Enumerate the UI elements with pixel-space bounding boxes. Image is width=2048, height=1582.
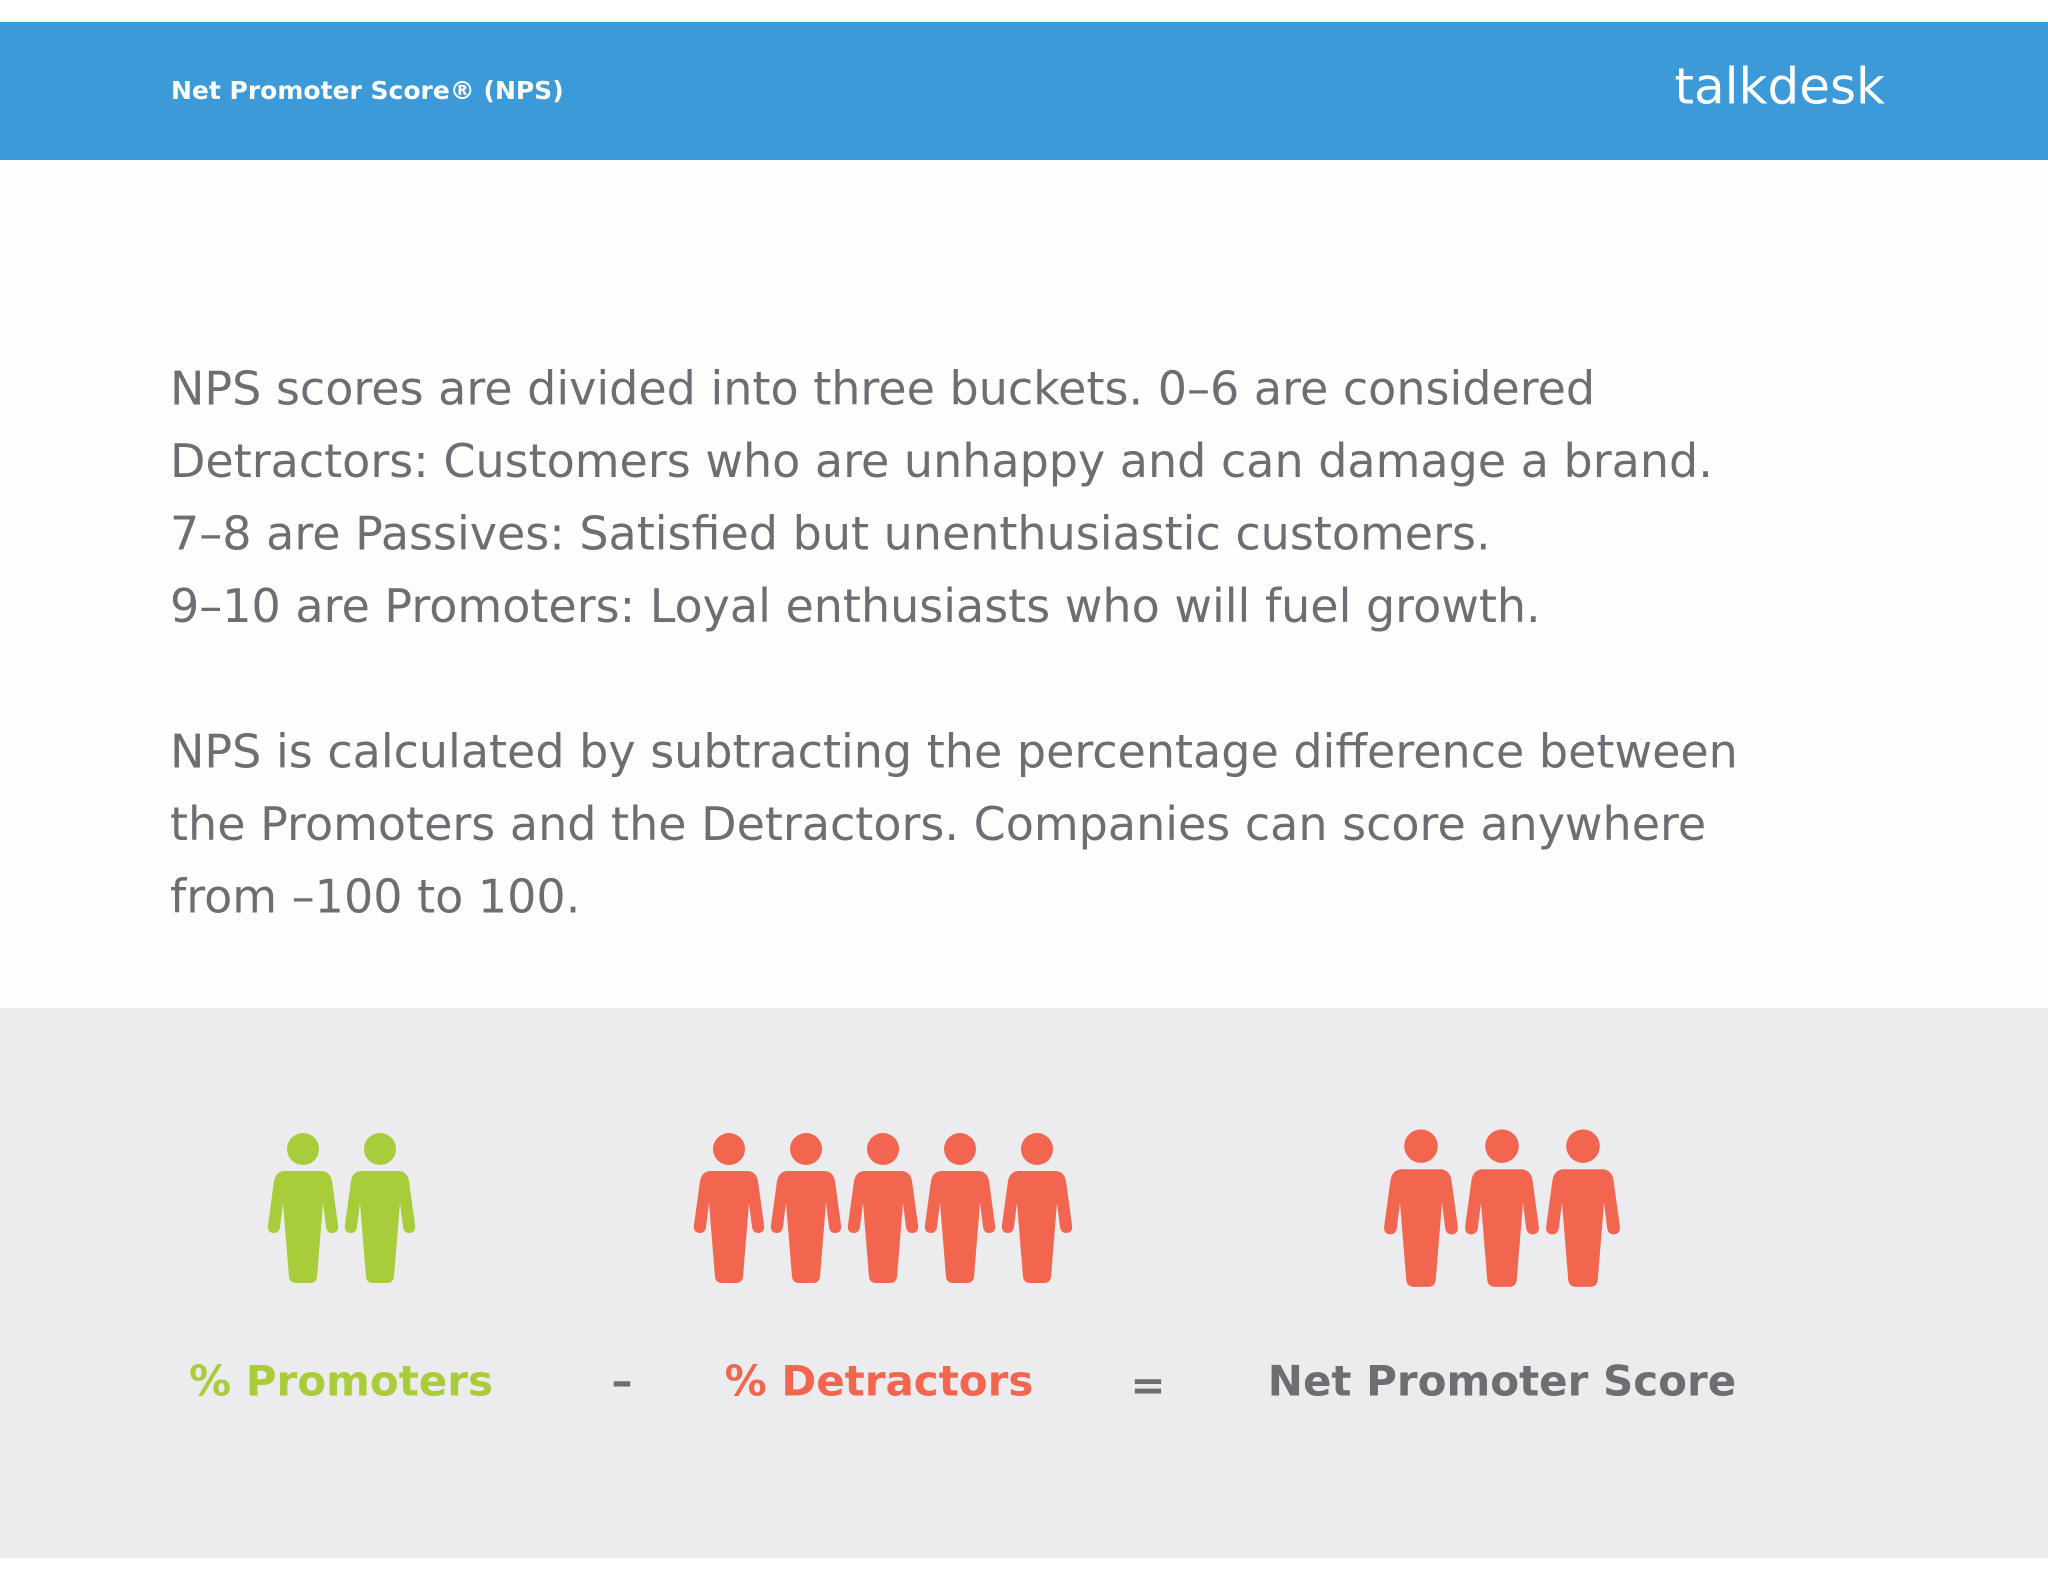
content-area (0, 160, 2048, 1008)
logo: talkdesk (1674, 58, 1885, 116)
paragraph-line: from –100 to 100. (170, 870, 580, 924)
equals-sign: = (1130, 1361, 1165, 1410)
nps-icons (1384, 1129, 1620, 1287)
header-title: Net Promoter Score® (NPS) (171, 76, 564, 105)
paragraphs: NPS scores are divided into three bucket… (170, 362, 1738, 924)
header-bar (0, 22, 2048, 160)
result-label: Net Promoter Score (1268, 1357, 1736, 1406)
paragraph-line: Detractors: Customers who are unhappy an… (170, 434, 1713, 488)
paragraph-line: the Promoters and the Detractors. Compan… (170, 797, 1706, 851)
formula-panel (0, 1008, 2048, 1558)
paragraph-line: 9–10 are Promoters: Loyal enthusiasts wh… (170, 579, 1541, 633)
promoters-label: % Promoters (189, 1357, 493, 1406)
top-margin (0, 0, 2048, 22)
paragraph-line: NPS scores are divided into three bucket… (170, 362, 1595, 416)
paragraph-line: 7–8 are Passives: Satisfied but unenthus… (170, 507, 1491, 561)
detractors-label: % Detractors (725, 1357, 1034, 1406)
minus-sign: – (612, 1357, 633, 1406)
paragraph-line: NPS is calculated by subtracting the per… (170, 725, 1738, 779)
